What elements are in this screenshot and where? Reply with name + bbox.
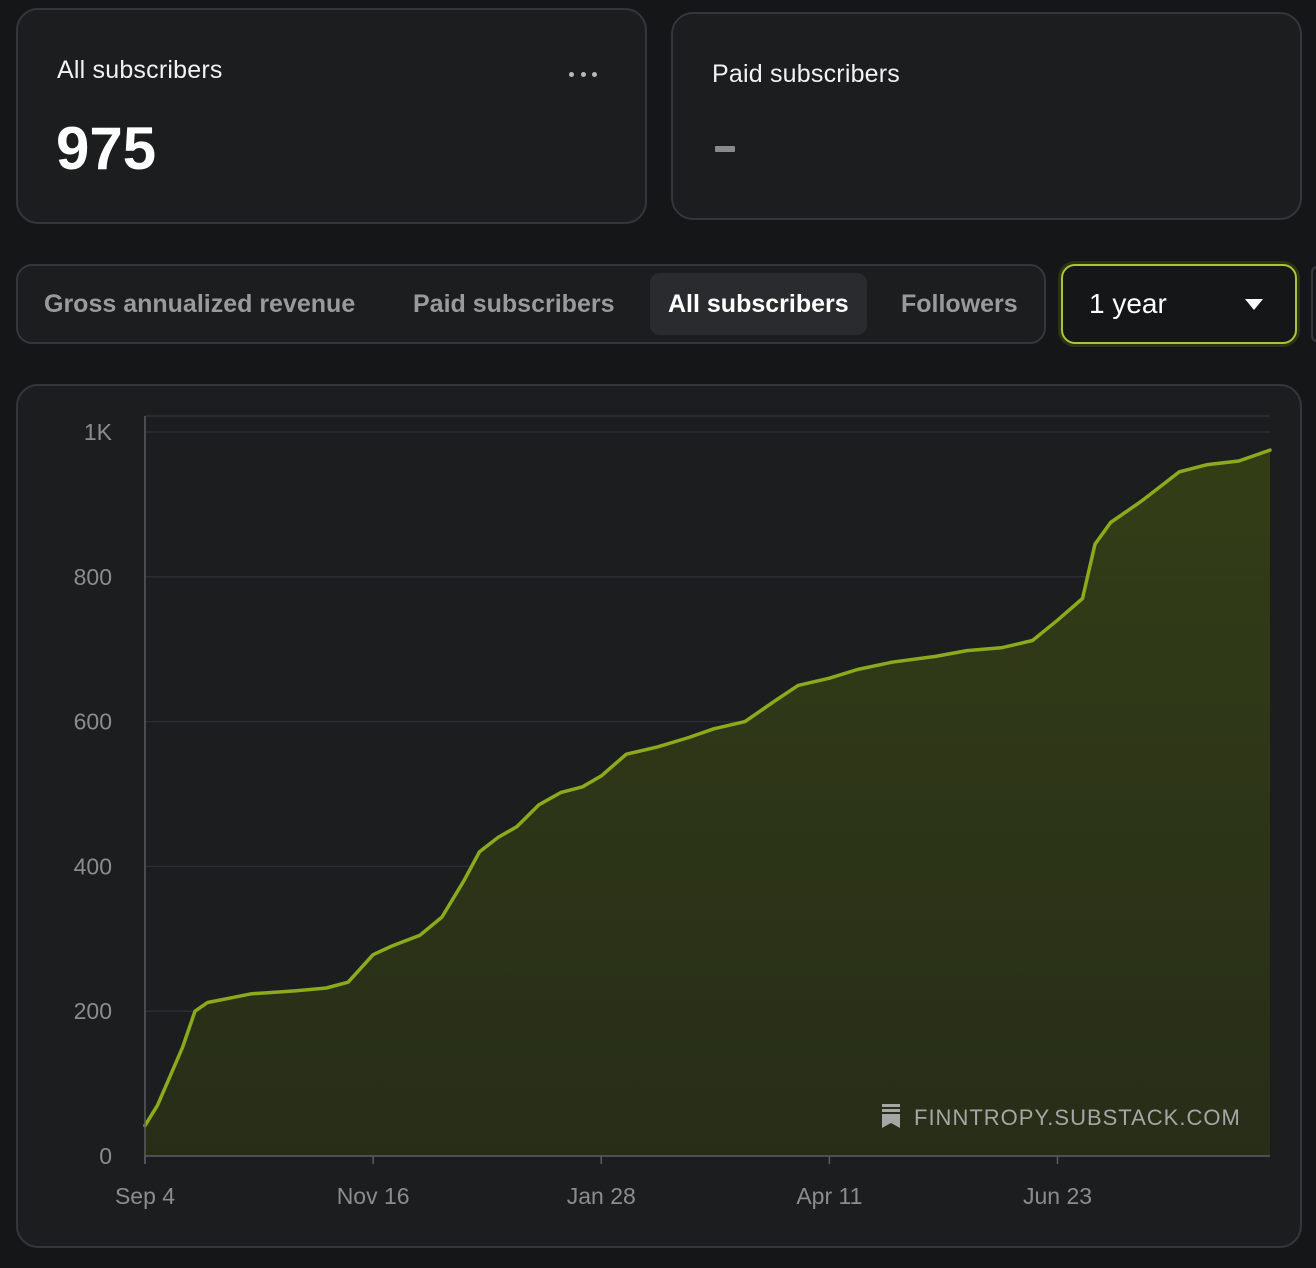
time-range-value: 1 year <box>1089 288 1167 319</box>
tab-paid-subscribers[interactable]: Paid subscribers <box>413 290 615 318</box>
caret-down-icon <box>1245 299 1263 310</box>
y-tick-label: 400 <box>74 853 112 879</box>
tab-all-subscribers[interactable]: All subscribers <box>650 273 867 335</box>
x-tick-label: Jan 28 <box>567 1183 636 1209</box>
y-tick-label: 0 <box>99 1143 112 1169</box>
x-tick-label: Sep 4 <box>115 1183 175 1209</box>
y-tick-label: 800 <box>74 564 112 590</box>
x-tick-label: Apr 11 <box>796 1183 862 1209</box>
paid-subscribers-value <box>715 146 735 152</box>
all-subscribers-value: 975 <box>56 115 157 182</box>
series-area <box>145 450 1270 1157</box>
all-subscribers-title: All subscribers <box>57 56 223 84</box>
subscribers-area-chart: 0 200 400 600 800 1K Sep 4 Nov 16 Jan 28 Apr 11 Ju… <box>74 415 1272 1209</box>
metric-tabs: Gross annualized revenue Paid subscriber… <box>16 264 1046 344</box>
paid-subscribers-card: Paid subscribers <box>671 12 1302 220</box>
watermark-text: FINNTROPY.SUBSTACK.COM <box>914 1105 1241 1130</box>
y-tick-label: 600 <box>74 709 112 735</box>
chart-card: 0 200 400 600 800 1K Sep 4 Nov 16 Jan 28 Apr 11 Ju… <box>16 384 1302 1248</box>
x-tick-label: Jun 23 <box>1023 1183 1092 1209</box>
y-tick-label: 200 <box>74 998 112 1024</box>
tab-gross-annualized-revenue[interactable]: Gross annualized revenue <box>44 290 356 318</box>
x-tick-label: Nov 16 <box>337 1183 410 1209</box>
tab-followers[interactable]: Followers <box>901 290 1018 318</box>
substack-bookmark-icon <box>882 1104 900 1128</box>
more-horizontal-icon[interactable] <box>569 70 597 78</box>
y-tick-label: 1K <box>84 419 113 445</box>
paid-subscribers-title: Paid subscribers <box>712 60 901 88</box>
all-subscribers-card: All subscribers 975 <box>16 8 647 224</box>
watermark: FINNTROPY.SUBSTACK.COM <box>882 1104 1241 1130</box>
time-range-select[interactable]: 1 year <box>1061 264 1297 344</box>
offscreen-control-edge[interactable] <box>1311 266 1316 342</box>
